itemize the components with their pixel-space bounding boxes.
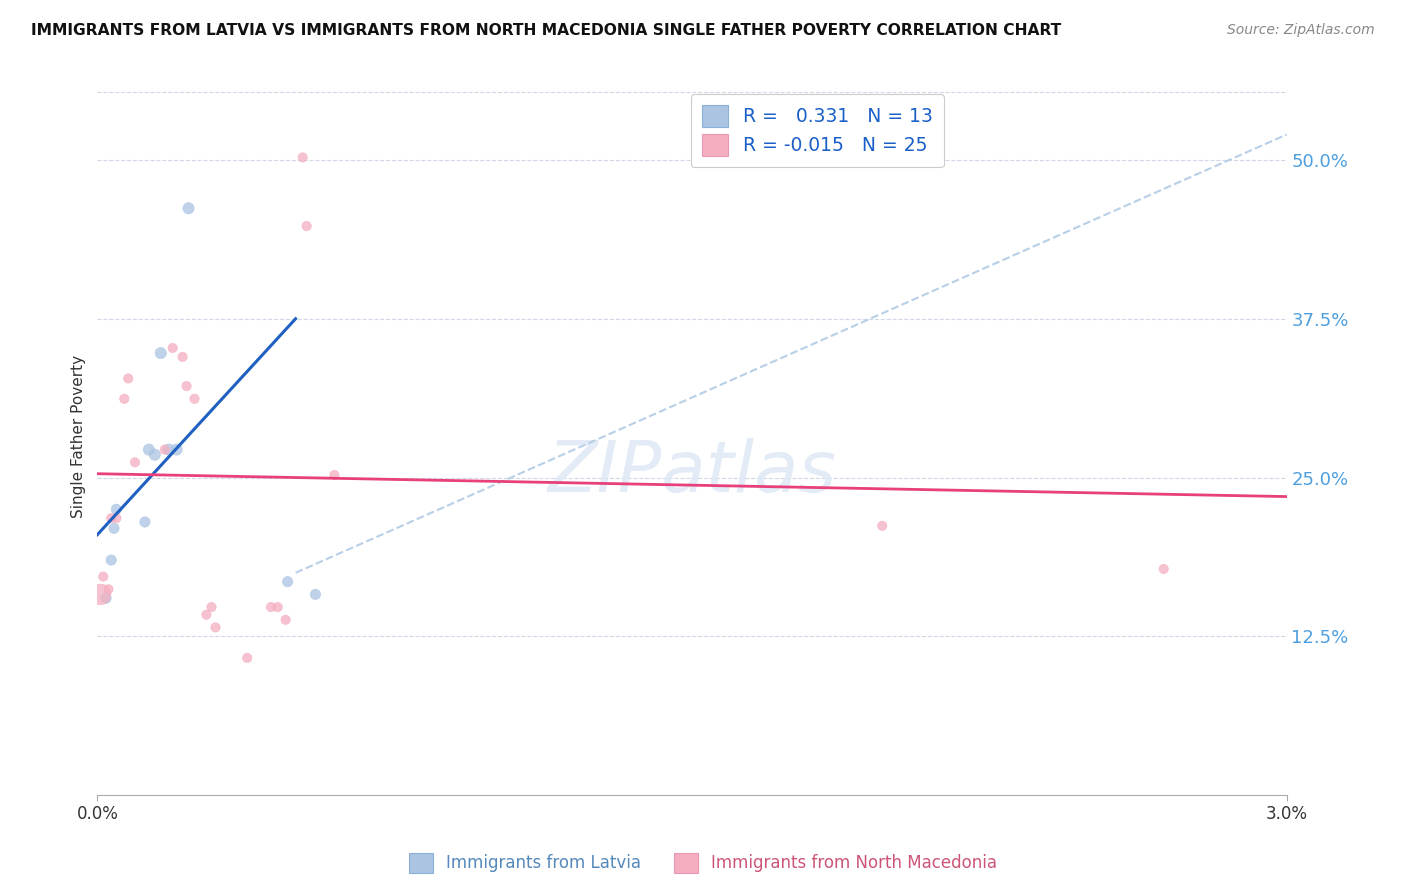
Point bbox=[195, 607, 218, 622]
Point bbox=[100, 511, 122, 525]
Point bbox=[172, 350, 194, 364]
Text: ZIPatlas: ZIPatlas bbox=[547, 438, 837, 507]
Point bbox=[267, 600, 290, 615]
Point bbox=[295, 219, 318, 233]
Point bbox=[153, 442, 176, 457]
Point bbox=[103, 521, 125, 535]
Point bbox=[89, 587, 111, 601]
Text: IMMIGRANTS FROM LATVIA VS IMMIGRANTS FROM NORTH MACEDONIA SINGLE FATHER POVERTY : IMMIGRANTS FROM LATVIA VS IMMIGRANTS FRO… bbox=[31, 23, 1062, 38]
Point bbox=[236, 651, 259, 665]
Point bbox=[138, 442, 160, 457]
Point bbox=[304, 587, 326, 601]
Point bbox=[176, 379, 198, 393]
Legend: R =   0.331   N = 13, R = -0.015   N = 25: R = 0.331 N = 13, R = -0.015 N = 25 bbox=[690, 94, 945, 168]
Y-axis label: Single Father Poverty: Single Father Poverty bbox=[72, 355, 86, 518]
Text: Source: ZipAtlas.com: Source: ZipAtlas.com bbox=[1227, 23, 1375, 37]
Point bbox=[91, 569, 114, 583]
Point bbox=[97, 582, 120, 597]
Point bbox=[274, 613, 297, 627]
Point bbox=[870, 518, 893, 533]
Point bbox=[323, 468, 346, 483]
Point bbox=[149, 346, 172, 360]
Point bbox=[134, 515, 156, 529]
Point bbox=[1153, 562, 1175, 576]
Point bbox=[105, 511, 128, 525]
Point bbox=[162, 341, 184, 355]
Point bbox=[117, 371, 139, 385]
Point bbox=[143, 448, 166, 462]
Point bbox=[100, 553, 122, 567]
Point bbox=[183, 392, 205, 406]
Point bbox=[112, 392, 135, 406]
Point bbox=[177, 201, 200, 215]
Point bbox=[166, 442, 188, 457]
Point bbox=[105, 502, 128, 516]
Point bbox=[260, 600, 283, 615]
Point bbox=[94, 591, 117, 606]
Point bbox=[157, 442, 180, 457]
Point bbox=[124, 455, 146, 469]
Point bbox=[291, 151, 314, 165]
Legend: Immigrants from Latvia, Immigrants from North Macedonia: Immigrants from Latvia, Immigrants from … bbox=[402, 847, 1004, 880]
Point bbox=[204, 620, 226, 634]
Point bbox=[200, 600, 222, 615]
Point bbox=[277, 574, 299, 589]
